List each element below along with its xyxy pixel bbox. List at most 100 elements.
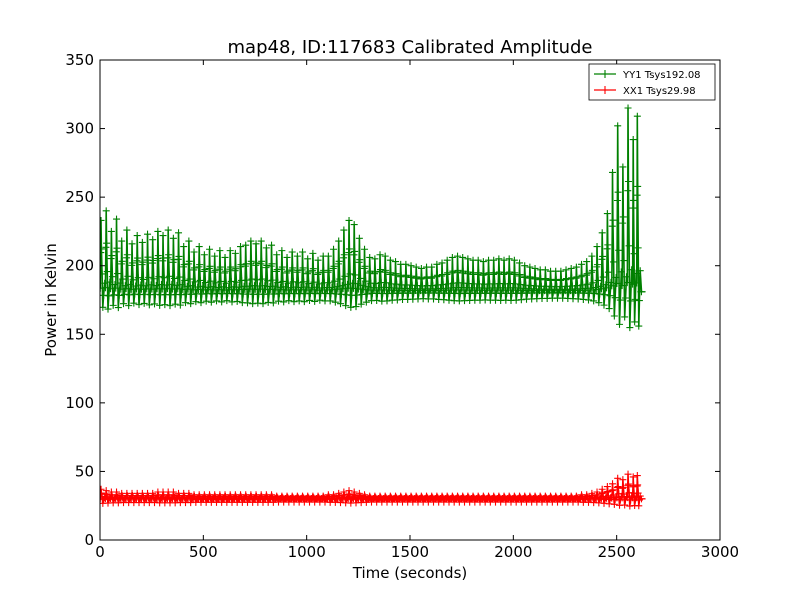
- series-point-marker: [294, 279, 302, 287]
- series-point-marker: [595, 299, 603, 307]
- series-point-marker: [633, 279, 641, 287]
- legend-box: [588, 63, 716, 101]
- legend: YY1 Tsys192.08 XX1 Tsys29.98: [588, 63, 716, 101]
- series-point-marker: [464, 268, 472, 276]
- x-tick-label: 2000: [494, 543, 532, 561]
- series-point-marker: [125, 302, 133, 310]
- series-point-marker: [520, 273, 528, 281]
- series-point-marker: [331, 298, 339, 306]
- series-point-marker: [614, 474, 622, 482]
- series-point-marker: [412, 274, 420, 282]
- series-point-marker: [170, 274, 178, 282]
- series-point-marker: [578, 260, 586, 268]
- series-point-marker: [619, 484, 627, 492]
- series-point-marker: [138, 238, 146, 246]
- series-point-marker: [621, 501, 629, 509]
- series-point-marker: [366, 267, 374, 275]
- series-point-marker: [113, 215, 121, 223]
- series-point-marker: [362, 277, 370, 285]
- series-point-marker: [166, 302, 174, 310]
- series-point-marker: [349, 284, 357, 292]
- series-point-marker: [212, 279, 220, 287]
- series-point-marker: [402, 260, 410, 268]
- series-point-marker: [142, 282, 150, 290]
- series-point-marker: [531, 275, 539, 283]
- series-point-marker: [231, 249, 239, 257]
- series-point-marker: [361, 245, 369, 253]
- series-point-marker: [100, 249, 105, 257]
- y-tick-label: 150: [65, 325, 94, 343]
- series-point-marker: [427, 274, 435, 282]
- series-point-marker: [635, 297, 643, 305]
- series-point-marker: [506, 268, 514, 276]
- series-point-marker: [175, 252, 183, 260]
- series-point-marker: [128, 259, 136, 267]
- series-point-marker: [314, 270, 322, 278]
- series-point-marker: [144, 253, 152, 261]
- series-point-marker: [588, 266, 596, 274]
- series-point-marker: [206, 245, 214, 253]
- series-point-marker: [371, 255, 379, 263]
- series-point-marker: [261, 282, 269, 290]
- series-point-marker: [526, 274, 534, 282]
- series-point-marker: [407, 262, 415, 270]
- series-point-marker: [155, 273, 163, 281]
- series-point-marker: [259, 300, 267, 308]
- series-point-marker: [459, 253, 467, 261]
- series-point-marker: [612, 273, 620, 281]
- series-point-marker: [619, 163, 627, 171]
- series-point-marker: [603, 210, 611, 218]
- series-point-marker: [100, 216, 105, 224]
- series-point-marker: [196, 276, 204, 284]
- series-point-marker: [186, 275, 194, 283]
- series-point-marker: [604, 487, 612, 495]
- series-point-marker: [252, 259, 260, 267]
- series-point-marker: [113, 244, 121, 252]
- series-point-marker: [604, 268, 612, 276]
- series-point-marker: [121, 282, 129, 290]
- series-point-marker: [288, 248, 296, 256]
- series-point-marker: [340, 254, 348, 262]
- y-tick-label: 300: [65, 120, 94, 138]
- series-1: [100, 104, 646, 332]
- series-point-marker: [197, 299, 205, 307]
- series-point-marker: [635, 322, 643, 330]
- series-point-marker: [585, 296, 593, 304]
- series-point-marker: [196, 261, 204, 269]
- series-point-marker: [252, 240, 260, 248]
- series-point-marker: [610, 312, 618, 320]
- series-point-marker: [315, 280, 323, 288]
- series-point-marker: [160, 274, 168, 282]
- series-point-marker: [624, 470, 632, 478]
- series-point-marker: [222, 279, 230, 287]
- series-point-marker: [145, 273, 153, 281]
- series-point-marker: [123, 251, 131, 259]
- series-point-marker: [629, 204, 637, 212]
- series-point-marker: [335, 237, 343, 245]
- legend-swatch-marker: [601, 70, 609, 78]
- series-point-marker: [500, 270, 508, 278]
- series-point-marker: [316, 296, 324, 304]
- series-point-marker: [609, 480, 617, 488]
- series-point-marker: [103, 268, 111, 276]
- series-point-marker: [257, 237, 265, 245]
- series-point-marker: [147, 281, 155, 289]
- series-point-marker: [263, 277, 271, 285]
- series-point-marker: [633, 112, 641, 120]
- series-point-marker: [149, 257, 157, 265]
- series-point-marker: [350, 251, 358, 259]
- series-point-marker: [448, 253, 456, 261]
- series-point-marker: [343, 280, 351, 288]
- legend-swatch-marker: [601, 86, 609, 94]
- series-point-marker: [295, 297, 303, 305]
- series-point-marker: [392, 258, 400, 266]
- series-point-marker: [345, 216, 353, 224]
- series-point-marker: [151, 300, 159, 308]
- series-point-marker: [326, 297, 334, 305]
- series-point-marker: [583, 258, 591, 266]
- series-point-marker: [617, 268, 625, 276]
- series-point-marker: [338, 282, 346, 290]
- series-point-marker: [278, 263, 286, 271]
- series-point-marker: [331, 277, 339, 285]
- series-point-marker: [176, 273, 184, 281]
